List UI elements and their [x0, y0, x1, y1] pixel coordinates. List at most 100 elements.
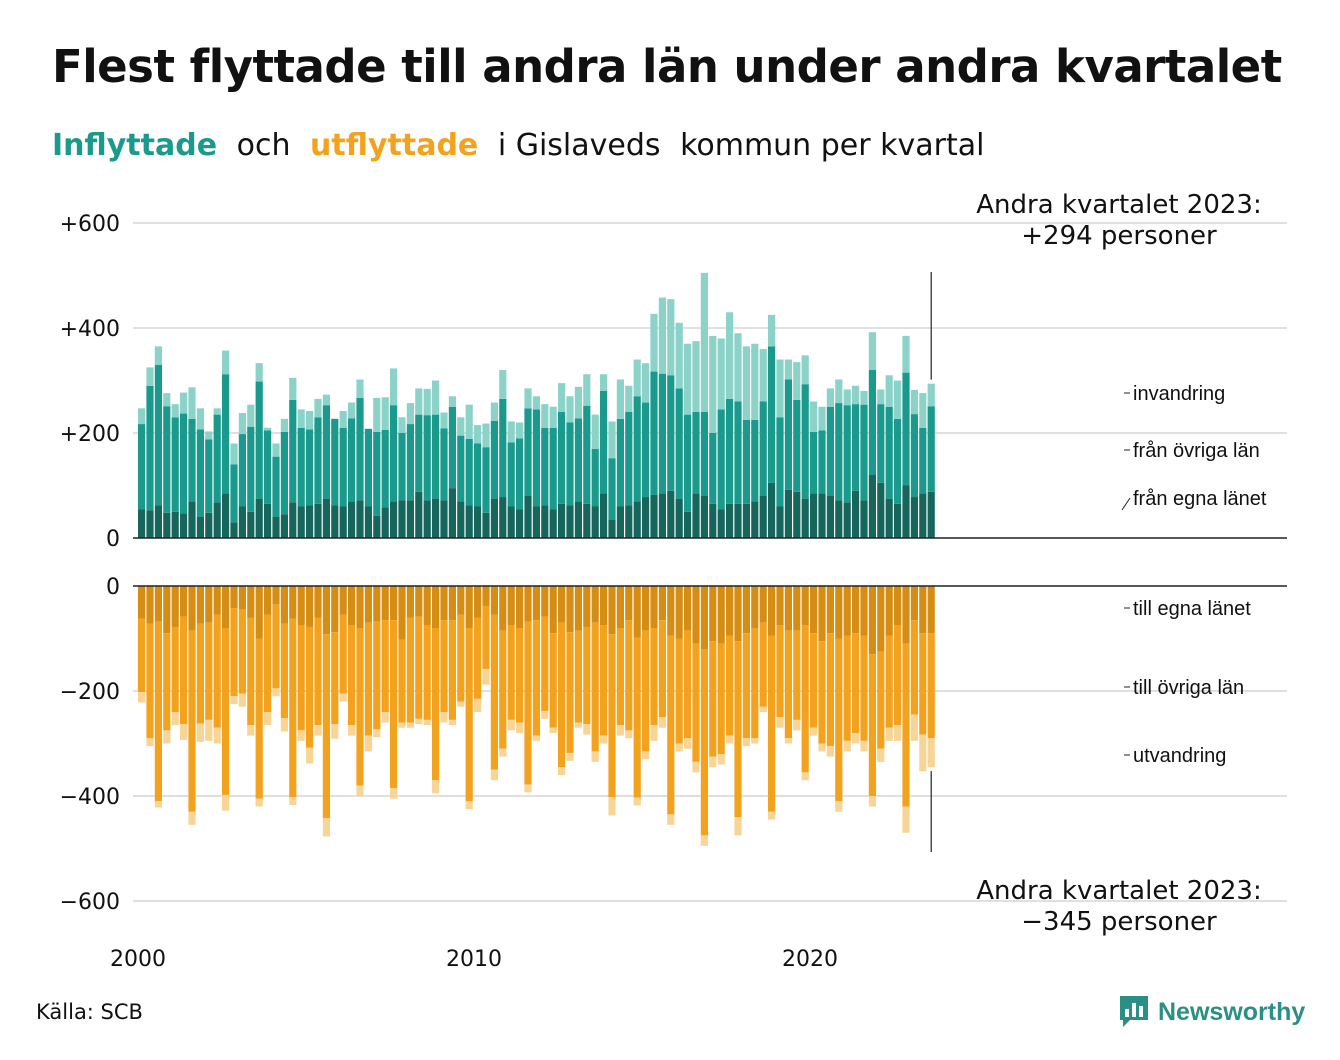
bar-ut-ovriga-lan [910, 620, 918, 715]
bar-invandring [406, 403, 414, 425]
bar-in-egna-lanet [222, 493, 230, 538]
bar-invandring [440, 412, 448, 429]
bar-utvandring [616, 725, 624, 736]
bar-in-ovriga-lan [364, 428, 372, 507]
bar-in-egna-lanet [810, 493, 818, 538]
y-tick-label-bottom: −200 [60, 680, 120, 705]
bar-in-ovriga-lan [919, 427, 927, 494]
bar-in-ovriga-lan [684, 414, 692, 512]
bar-in-egna-lanet [692, 493, 700, 538]
bar-ut-egna-lanet [574, 586, 582, 631]
bar-ut-egna-lanet [381, 586, 389, 621]
bar-in-ovriga-lan [415, 414, 423, 492]
bar-in-ovriga-lan [180, 413, 188, 514]
bar-ut-egna-lanet [289, 586, 297, 619]
bar-in-ovriga-lan [205, 439, 213, 513]
bar-in-ovriga-lan [272, 456, 280, 517]
bar-ut-ovriga-lan [675, 638, 683, 744]
bar-ut-egna-lanet [196, 586, 204, 624]
bar-utvandring [499, 748, 507, 757]
bar-in-ovriga-lan [558, 412, 566, 504]
bar-in-ovriga-lan [608, 458, 616, 520]
bar-utvandring [306, 747, 314, 764]
bar-in-egna-lanet [457, 501, 465, 538]
bar-in-egna-lanet [700, 496, 708, 538]
bar-invandring [600, 374, 608, 391]
bar-in-egna-lanet [532, 506, 540, 538]
bar-ut-egna-lanet [507, 586, 515, 626]
bar-in-ovriga-lan [566, 422, 574, 506]
bar-invandring [566, 396, 574, 423]
bar-invandring [549, 406, 557, 428]
bar-ut-ovriga-lan [272, 604, 280, 689]
bar-ut-ovriga-lan [255, 638, 263, 799]
bar-ut-egna-lanet [726, 586, 734, 636]
bar-utvandring [247, 725, 255, 736]
bar-ut-egna-lanet [818, 586, 826, 642]
subtitle-inflyttade: Inflyttade [52, 128, 218, 163]
bar-in-ovriga-lan [238, 434, 246, 507]
bar-in-ovriga-lan [532, 409, 540, 507]
y-tick-label-bottom: 0 [106, 575, 120, 600]
bar-in-egna-lanet [205, 512, 213, 538]
bar-in-egna-lanet [709, 503, 717, 538]
bar-ut-ovriga-lan [868, 654, 876, 796]
bar-utvandring [154, 801, 162, 808]
bar-ut-egna-lanet [440, 586, 448, 621]
bar-ut-egna-lanet [784, 586, 792, 631]
bar-utvandring [919, 734, 927, 772]
bar-in-ovriga-lan [726, 398, 734, 504]
bar-in-egna-lanet [927, 491, 935, 538]
bar-in-ovriga-lan [423, 415, 431, 501]
bar-ut-egna-lanet [398, 586, 406, 640]
bar-ut-ovriga-lan [247, 617, 255, 726]
bar-ut-egna-lanet [364, 586, 372, 623]
bar-utvandring [868, 796, 876, 807]
bar-invandring [297, 409, 305, 428]
bar-invandring [222, 350, 230, 375]
bar-invandring [499, 370, 507, 399]
bar-in-egna-lanet [549, 509, 557, 538]
bar-in-ovriga-lan [448, 406, 456, 489]
bar-invandring [230, 443, 238, 465]
bar-ut-egna-lanet [684, 586, 692, 631]
bar-ut-egna-lanet [583, 586, 591, 627]
bar-ut-egna-lanet [415, 586, 423, 617]
bar-ut-egna-lanet [482, 586, 490, 606]
bar-in-ovriga-lan [356, 397, 364, 501]
bar-ut-ovriga-lan [894, 625, 902, 726]
bar-invandring [524, 388, 532, 409]
bar-invandring [255, 363, 263, 382]
bar-utvandring [163, 730, 171, 744]
bar-utvandring [322, 818, 330, 837]
bar-utvandring [146, 738, 154, 747]
bar-utvandring [583, 724, 591, 735]
bar-utvandring [625, 730, 633, 739]
bar-ut-egna-lanet [432, 586, 440, 628]
bar-in-ovriga-lan [902, 372, 910, 486]
bar-in-egna-lanet [541, 505, 549, 538]
bar-ut-ovriga-lan [222, 628, 230, 795]
bar-invandring [852, 385, 860, 405]
bar-ut-ovriga-lan [297, 625, 305, 731]
bar-in-ovriga-lan [784, 379, 792, 490]
bar-utvandring [238, 693, 246, 707]
bar-in-ovriga-lan [759, 401, 767, 496]
bar-ut-egna-lanet [558, 586, 566, 623]
bar-utvandring [398, 722, 406, 728]
bar-invandring [314, 398, 322, 418]
bar-ut-egna-lanet [163, 586, 171, 634]
bar-in-ovriga-lan [885, 406, 893, 499]
bar-utvandring [507, 719, 515, 731]
newsworthy-icon [1120, 996, 1148, 1027]
bar-in-ovriga-lan [910, 414, 918, 498]
bar-ut-ovriga-lan [532, 620, 540, 736]
bar-in-ovriga-lan [154, 364, 162, 506]
bar-ut-egna-lanet [658, 586, 666, 621]
bar-in-egna-lanet [843, 502, 851, 538]
bar-invandring [902, 335, 910, 373]
subtitle-utflyttade: utflyttade [310, 128, 479, 163]
bar-invandring [457, 417, 465, 436]
bar-invandring [709, 335, 717, 433]
bar-ut-ovriga-lan [860, 635, 868, 741]
